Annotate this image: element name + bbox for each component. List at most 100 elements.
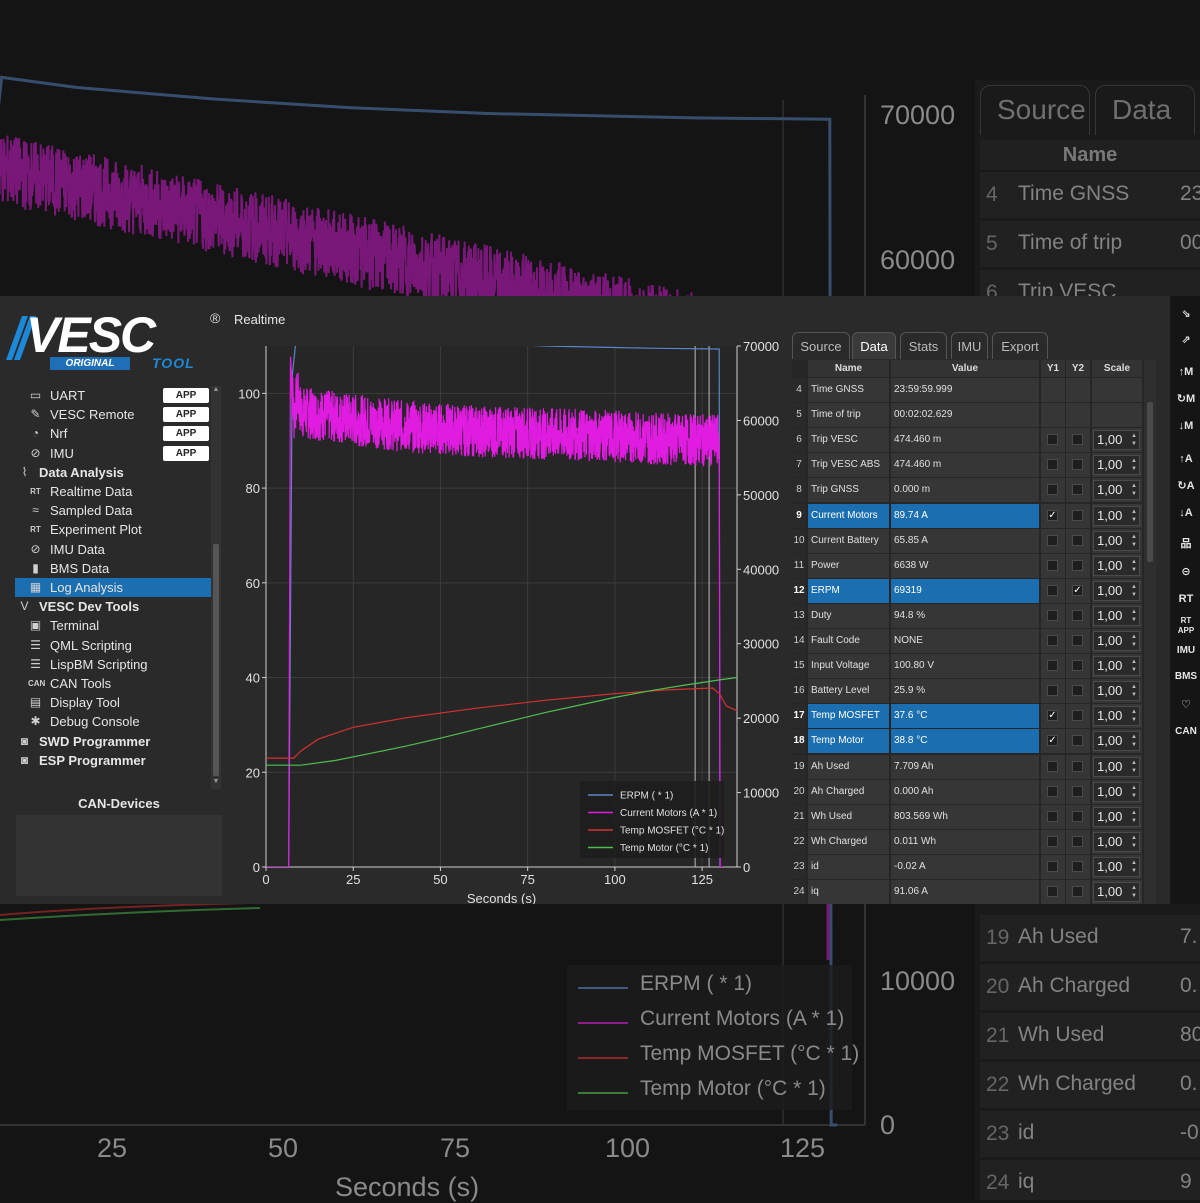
sidebar-item-sampled-data[interactable]: ≈ Sampled Data: [15, 501, 211, 520]
spin-down-icon[interactable]: ▼: [1131, 441, 1137, 448]
table-row[interactable]: 6 Trip VESC 474.460 m 1,00 ▲ ▼: [792, 428, 1142, 453]
y1-checkbox[interactable]: [1047, 860, 1058, 872]
spin-down-icon[interactable]: ▼: [1131, 817, 1137, 824]
y1-checkbox[interactable]: ✓: [1047, 735, 1058, 747]
sidebar-item-vesc-dev-tools[interactable]: V VESC Dev Tools: [15, 597, 211, 616]
table-row[interactable]: 15 Input Voltage 100.80 V 1,00 ▲ ▼: [792, 654, 1142, 679]
scale-spinbox[interactable]: 1,00 ▲ ▼: [1093, 806, 1140, 827]
app-badge[interactable]: APP: [163, 426, 209, 442]
table-row[interactable]: 24 iq 91.06 A 1,00 ▲ ▼: [792, 880, 1142, 904]
table-row[interactable]: 23 id -0.02 A 1,00 ▲ ▼: [792, 854, 1142, 879]
y1-checkbox[interactable]: [1047, 785, 1058, 797]
table-row[interactable]: 22 Wh Charged 0.011 Wh 1,00 ▲ ▼: [792, 829, 1142, 854]
y1-checkbox[interactable]: [1047, 635, 1058, 646]
sidebar-item-debug-console[interactable]: ✱ Debug Console: [15, 712, 211, 731]
imu-toggle-icon[interactable]: IMU: [1176, 645, 1196, 656]
y1-checkbox[interactable]: [1047, 559, 1058, 571]
y2-checkbox[interactable]: [1072, 710, 1083, 722]
spin-down-icon[interactable]: ▼: [1131, 893, 1137, 899]
spin-up-icon[interactable]: ▲: [1131, 709, 1137, 716]
y1-checkbox[interactable]: [1047, 660, 1058, 672]
spin-up-icon[interactable]: ▲: [1131, 608, 1137, 615]
can-toggle-icon[interactable]: CAN: [1175, 726, 1197, 737]
spin-up-icon[interactable]: ▲: [1131, 558, 1137, 565]
y2-checkbox[interactable]: [1072, 459, 1083, 471]
spin-up-icon[interactable]: ▲: [1131, 508, 1137, 515]
app-badge[interactable]: APP: [163, 388, 209, 403]
sidebar-item-lispbm-scripting[interactable]: ☰ LispBM Scripting: [15, 655, 211, 674]
spin-up-icon[interactable]: ▲: [1131, 583, 1137, 590]
y2-checkbox[interactable]: [1072, 635, 1083, 646]
col-header-y1[interactable]: Y1: [1041, 360, 1065, 377]
scale-spinbox[interactable]: 1,00 ▲ ▼: [1093, 605, 1140, 626]
realtime-toggle-icon[interactable]: RT: [1178, 593, 1194, 605]
scale-spinbox[interactable]: 1,00 ▲ ▼: [1093, 731, 1140, 752]
tab-source[interactable]: Source: [792, 332, 850, 359]
col-header-name[interactable]: Name: [808, 360, 889, 377]
rt-app-icon[interactable]: RT APP: [1177, 616, 1195, 635]
sidebar-item-qml-scripting[interactable]: ☰ QML Scripting: [15, 636, 211, 655]
spin-up-icon[interactable]: ▲: [1131, 809, 1137, 816]
y2-checkbox[interactable]: [1072, 785, 1083, 797]
scale-spinbox[interactable]: 1,00 ▲ ▼: [1093, 656, 1140, 677]
y2-checkbox[interactable]: [1072, 735, 1083, 747]
y2-checkbox[interactable]: [1072, 660, 1083, 672]
y2-checkbox[interactable]: [1072, 434, 1083, 446]
spin-down-icon[interactable]: ▼: [1131, 767, 1137, 774]
table-scrollbar[interactable]: [1144, 360, 1156, 904]
tab-imu[interactable]: IMU: [951, 332, 988, 359]
spin-down-icon[interactable]: ▼: [1131, 842, 1137, 849]
scale-spinbox[interactable]: 1,00 ▲ ▼: [1093, 882, 1140, 902]
y2-checkbox[interactable]: [1072, 609, 1083, 621]
table-row[interactable]: 12 ERPM 69319 ✓ 1,00 ▲ ▼: [792, 578, 1142, 603]
y2-checkbox[interactable]: [1072, 484, 1083, 496]
app-rotate-icon[interactable]: ↻A: [1177, 480, 1195, 492]
scale-spinbox[interactable]: 1,00 ▲ ▼: [1093, 781, 1140, 802]
scale-spinbox[interactable]: 1,00 ▲ ▼: [1093, 681, 1140, 702]
tab-export[interactable]: Export: [992, 332, 1048, 359]
sidebar-item-esp-programmer[interactable]: ◙ ESP Programmer: [15, 751, 211, 770]
scale-spinbox[interactable]: 1,00 ▲ ▼: [1093, 430, 1140, 451]
sidebar-item-bms-data[interactable]: ▮ BMS Data: [15, 559, 211, 578]
app-up-icon[interactable]: ↑A: [1179, 453, 1193, 465]
spin-up-icon[interactable]: ▲: [1131, 433, 1137, 440]
y1-checkbox[interactable]: [1047, 760, 1058, 772]
sidebar-item-uart[interactable]: ▭ UART APP: [15, 386, 211, 405]
y1-checkbox[interactable]: [1047, 810, 1058, 822]
table-row[interactable]: 9 Current Motors 89.74 A ✓ 1,00 ▲ ▼: [792, 503, 1142, 528]
table-row[interactable]: 10 Current Battery 65.85 A 1,00 ▲ ▼: [792, 528, 1142, 553]
y1-checkbox[interactable]: [1047, 584, 1058, 596]
scale-spinbox[interactable]: 1,00 ▲ ▼: [1093, 580, 1140, 601]
can-network-icon[interactable]: 品: [1180, 538, 1192, 550]
y2-checkbox[interactable]: [1072, 685, 1083, 697]
sidebar-item-data-analysis[interactable]: ⌇ Data Analysis: [15, 463, 211, 482]
spin-down-icon[interactable]: ▼: [1131, 792, 1137, 799]
y2-checkbox[interactable]: ✓: [1072, 584, 1083, 596]
y2-checkbox[interactable]: [1072, 835, 1083, 847]
spin-up-icon[interactable]: ▲: [1131, 659, 1137, 666]
col-header-value[interactable]: Value: [891, 360, 1039, 377]
sidebar-item-can-tools[interactable]: CAN CAN Tools: [15, 674, 211, 693]
app-badge[interactable]: APP: [163, 407, 209, 423]
spin-up-icon[interactable]: ▲: [1131, 759, 1137, 766]
table-row[interactable]: 17 Temp MOSFET 37.6 °C ✓ 1,00 ▲ ▼: [792, 704, 1142, 729]
motor-up-icon[interactable]: ↑M: [1178, 366, 1194, 378]
spin-up-icon[interactable]: ▲: [1131, 784, 1137, 791]
spin-down-icon[interactable]: ▼: [1131, 616, 1137, 623]
spin-down-icon[interactable]: ▼: [1131, 566, 1137, 573]
table-row[interactable]: 16 Battery Level 25.9 % 1,00 ▲ ▼: [792, 679, 1142, 704]
scroll-up-icon[interactable]: ▲: [212, 386, 220, 393]
scale-spinbox[interactable]: 1,00 ▲ ▼: [1093, 831, 1140, 852]
spin-up-icon[interactable]: ▲: [1131, 533, 1137, 540]
table-row[interactable]: 7 Trip VESC ABS 474.460 m 1,00 ▲ ▼: [792, 453, 1142, 478]
spin-down-icon[interactable]: ▼: [1131, 491, 1137, 498]
sidebar-item-experiment-plot[interactable]: RT Experiment Plot: [15, 520, 211, 539]
spin-up-icon[interactable]: ▲: [1131, 834, 1137, 841]
table-scroll-thumb[interactable]: [1147, 402, 1153, 562]
y1-checkbox[interactable]: ✓: [1047, 509, 1058, 521]
scale-spinbox[interactable]: 1,00 ▲ ▼: [1093, 631, 1140, 651]
heartbeat-icon[interactable]: ♡: [1181, 699, 1191, 711]
spin-down-icon[interactable]: ▼: [1131, 591, 1137, 598]
